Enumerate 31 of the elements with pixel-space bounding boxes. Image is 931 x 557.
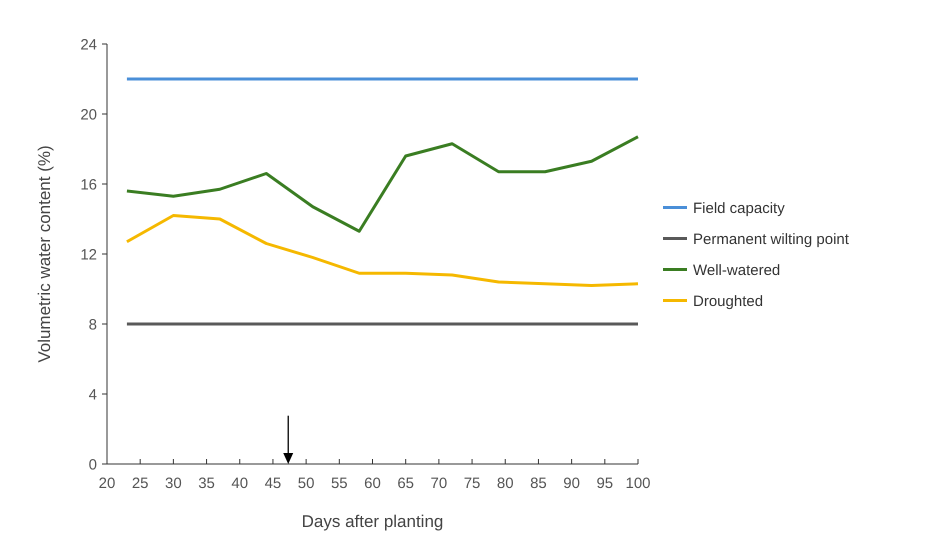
- x-tick-label: 75: [464, 475, 480, 492]
- x-tick-label: 80: [496, 475, 514, 492]
- x-tick-label: 55: [330, 475, 348, 492]
- x-tick-label: 40: [231, 475, 248, 492]
- y-tick-label: 8: [88, 316, 97, 334]
- line-series: [125, 214, 640, 287]
- x-tick-label: 70: [430, 475, 448, 492]
- x-tick-label: 65: [397, 475, 414, 492]
- x-tick-label: 35: [198, 475, 215, 492]
- y-tick-label: 0: [88, 456, 97, 474]
- x-tick-label: 25: [132, 475, 149, 492]
- y-tick-label: 4: [88, 386, 97, 404]
- x-tick-label: 95: [596, 475, 614, 492]
- x-tick-label: 90: [563, 475, 580, 492]
- legend-label: Well-watered: [693, 262, 780, 279]
- line-series: [125, 135, 640, 233]
- y-tick-label: 16: [80, 176, 97, 194]
- legend-label: Droughted: [693, 292, 764, 310]
- x-tick-label: 50: [298, 475, 314, 492]
- legend-label: Permanent wilting point: [693, 230, 850, 248]
- x-tick-label: 45: [264, 475, 282, 492]
- x-tick-label: 100: [625, 475, 651, 492]
- x-tick-label: 30: [165, 475, 182, 492]
- legend-label: Field capacity: [693, 200, 786, 217]
- y-tick-label: 24: [80, 36, 97, 54]
- x-tick-label: 60: [364, 475, 381, 492]
- x-axis-title: Days after planting: [302, 512, 444, 531]
- y-tick-label: 12: [80, 246, 97, 264]
- x-tick-label: 85: [530, 475, 547, 492]
- y-axis-title: Volumetric water content (%): [35, 145, 54, 363]
- y-tick-label: 20: [80, 106, 97, 124]
